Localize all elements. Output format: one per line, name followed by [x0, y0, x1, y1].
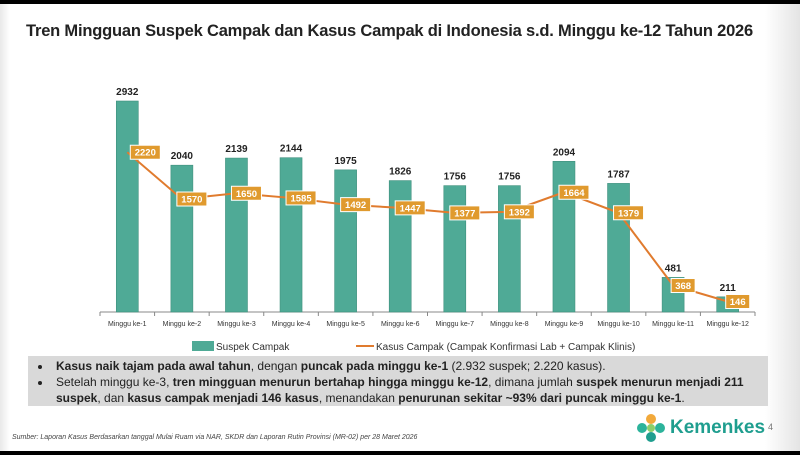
line-value-label: 1392	[509, 207, 530, 218]
note-text: , menandakan	[318, 391, 399, 405]
line-value-label: 1664	[563, 188, 585, 199]
bar-value-label: 2094	[553, 147, 576, 158]
line-value-label: 1377	[454, 208, 475, 219]
bar-suspek	[607, 183, 630, 313]
x-tick-label: Minggu ke-8	[490, 321, 529, 328]
x-tick-label: Minggu ke-10	[597, 321, 640, 328]
bar-value-label: 2040	[171, 151, 194, 162]
line-label-box	[230, 185, 262, 201]
note-text: puncak pada minggu ke-1	[300, 359, 449, 373]
x-tick-label: Minggu ke-6	[381, 321, 420, 328]
bar-value-label: 2139	[225, 144, 248, 155]
kemenkes-logo-icon	[637, 414, 665, 442]
line-label-box	[394, 200, 426, 216]
bar-value-label: 2144	[280, 144, 303, 155]
bar-suspek	[279, 157, 303, 313]
x-tick-label: Minggu ke-5	[326, 321, 365, 328]
bar-suspek	[443, 185, 467, 313]
note-text: suspek menurun menjadi 211 suspek	[56, 375, 744, 405]
notes-box: Kasus naik tajam pada awal tahun, dengan…	[28, 356, 768, 406]
note-text: kasus campak menjadi 146 kasus	[127, 391, 319, 405]
x-tick-label: Minggu ke-7	[436, 321, 475, 328]
bar-value-label: 1756	[444, 172, 467, 183]
bar-value-label: 1787	[607, 169, 630, 180]
line-value-label: 1585	[290, 193, 312, 204]
line-kasus	[126, 151, 728, 303]
line-label-box	[670, 278, 696, 294]
chart-title: Tren Mingguan Suspek Campak dan Kasus Ca…	[26, 22, 754, 40]
kemenkes-logo: Kemenkes	[636, 413, 765, 443]
chart: 2932 Minggu ke-1 2040 Minggu ke-2 2139 Minggu…	[99, 87, 756, 353]
bar-value-label: 2932	[116, 87, 139, 98]
note-bullet: Kasus naik tajam pada awal tahun, dengan…	[52, 358, 768, 374]
note-text: tren mingguan menurun bertahap hingga mi…	[172, 375, 489, 389]
note-bullet: Setelah minggu ke-3, tren mingguan menur…	[52, 374, 768, 406]
note-text: Setelah minggu ke-3,	[56, 375, 173, 389]
note-text: , dimana jumlah	[488, 375, 577, 389]
line-value-label: 1447	[400, 203, 421, 214]
line-label-box	[129, 144, 161, 160]
note-text: , dengan	[250, 359, 301, 373]
bar-suspek	[334, 169, 357, 313]
line-value-label: 1492	[345, 200, 366, 211]
legend-label-kasus: Kasus Campak (Campak Konfirmasi Lab + Ca…	[376, 342, 635, 353]
note-text: , dan	[97, 391, 128, 405]
slide: 2932 Minggu ke-1 2040 Minggu ke-2 2139 Minggu…	[0, 4, 800, 451]
x-tick-label: Minggu ke-12	[706, 321, 749, 328]
line-value-label: 2220	[135, 148, 156, 159]
bar-value-label: 1975	[335, 156, 358, 167]
bar-suspek	[115, 100, 139, 313]
bar-value-label: 481	[665, 263, 682, 274]
line-label-box	[449, 205, 481, 221]
bar-suspek	[388, 180, 412, 313]
line-value-label: 1570	[181, 195, 202, 206]
logo-text: Kemenkes	[670, 417, 766, 438]
line-value-label: 1379	[618, 208, 639, 219]
line-value-label: 368	[675, 281, 691, 292]
line-label-box	[725, 293, 751, 309]
source-note: Sumber: Laporan Kasus Berdasarkan tangga…	[12, 434, 418, 441]
line-label-box	[176, 191, 208, 207]
x-tick-label: Minggu ke-9	[545, 321, 584, 328]
note-text: .	[681, 391, 685, 405]
bar-suspek	[225, 157, 248, 313]
page-number: 4	[768, 422, 774, 432]
line-label-box	[340, 197, 372, 213]
note-text: penurunan sekitar ~93% dari puncak mingg…	[398, 391, 682, 405]
legend-label-suspek: Suspek Campak	[216, 342, 290, 353]
line-label-box	[503, 204, 535, 220]
line-label-box	[285, 190, 317, 206]
bar-value-label: 1756	[498, 172, 521, 183]
line-label-box	[613, 205, 645, 221]
line-value-label: 146	[730, 297, 746, 308]
bar-suspek	[170, 164, 194, 313]
note-text: (2.932 suspek; 2.220 kasus).	[448, 359, 606, 373]
x-tick-label: Minggu ke-11	[652, 321, 694, 328]
legend-swatch-suspek	[192, 341, 214, 351]
line-label-box	[558, 184, 590, 200]
bar-value-label: 1826	[389, 167, 412, 178]
x-tick-label: Minggu ke-1	[108, 321, 147, 328]
note-text: Kasus naik tajam pada awal tahun	[56, 359, 251, 373]
bar-value-label: 211	[720, 283, 737, 294]
line-value-label: 1650	[236, 189, 257, 200]
x-tick-label: Minggu ke-4	[272, 321, 311, 328]
x-tick-label: Minggu ke-2	[163, 321, 202, 328]
bar-suspek	[552, 161, 576, 313]
x-tick-label: Minggu ke-3	[217, 321, 256, 328]
